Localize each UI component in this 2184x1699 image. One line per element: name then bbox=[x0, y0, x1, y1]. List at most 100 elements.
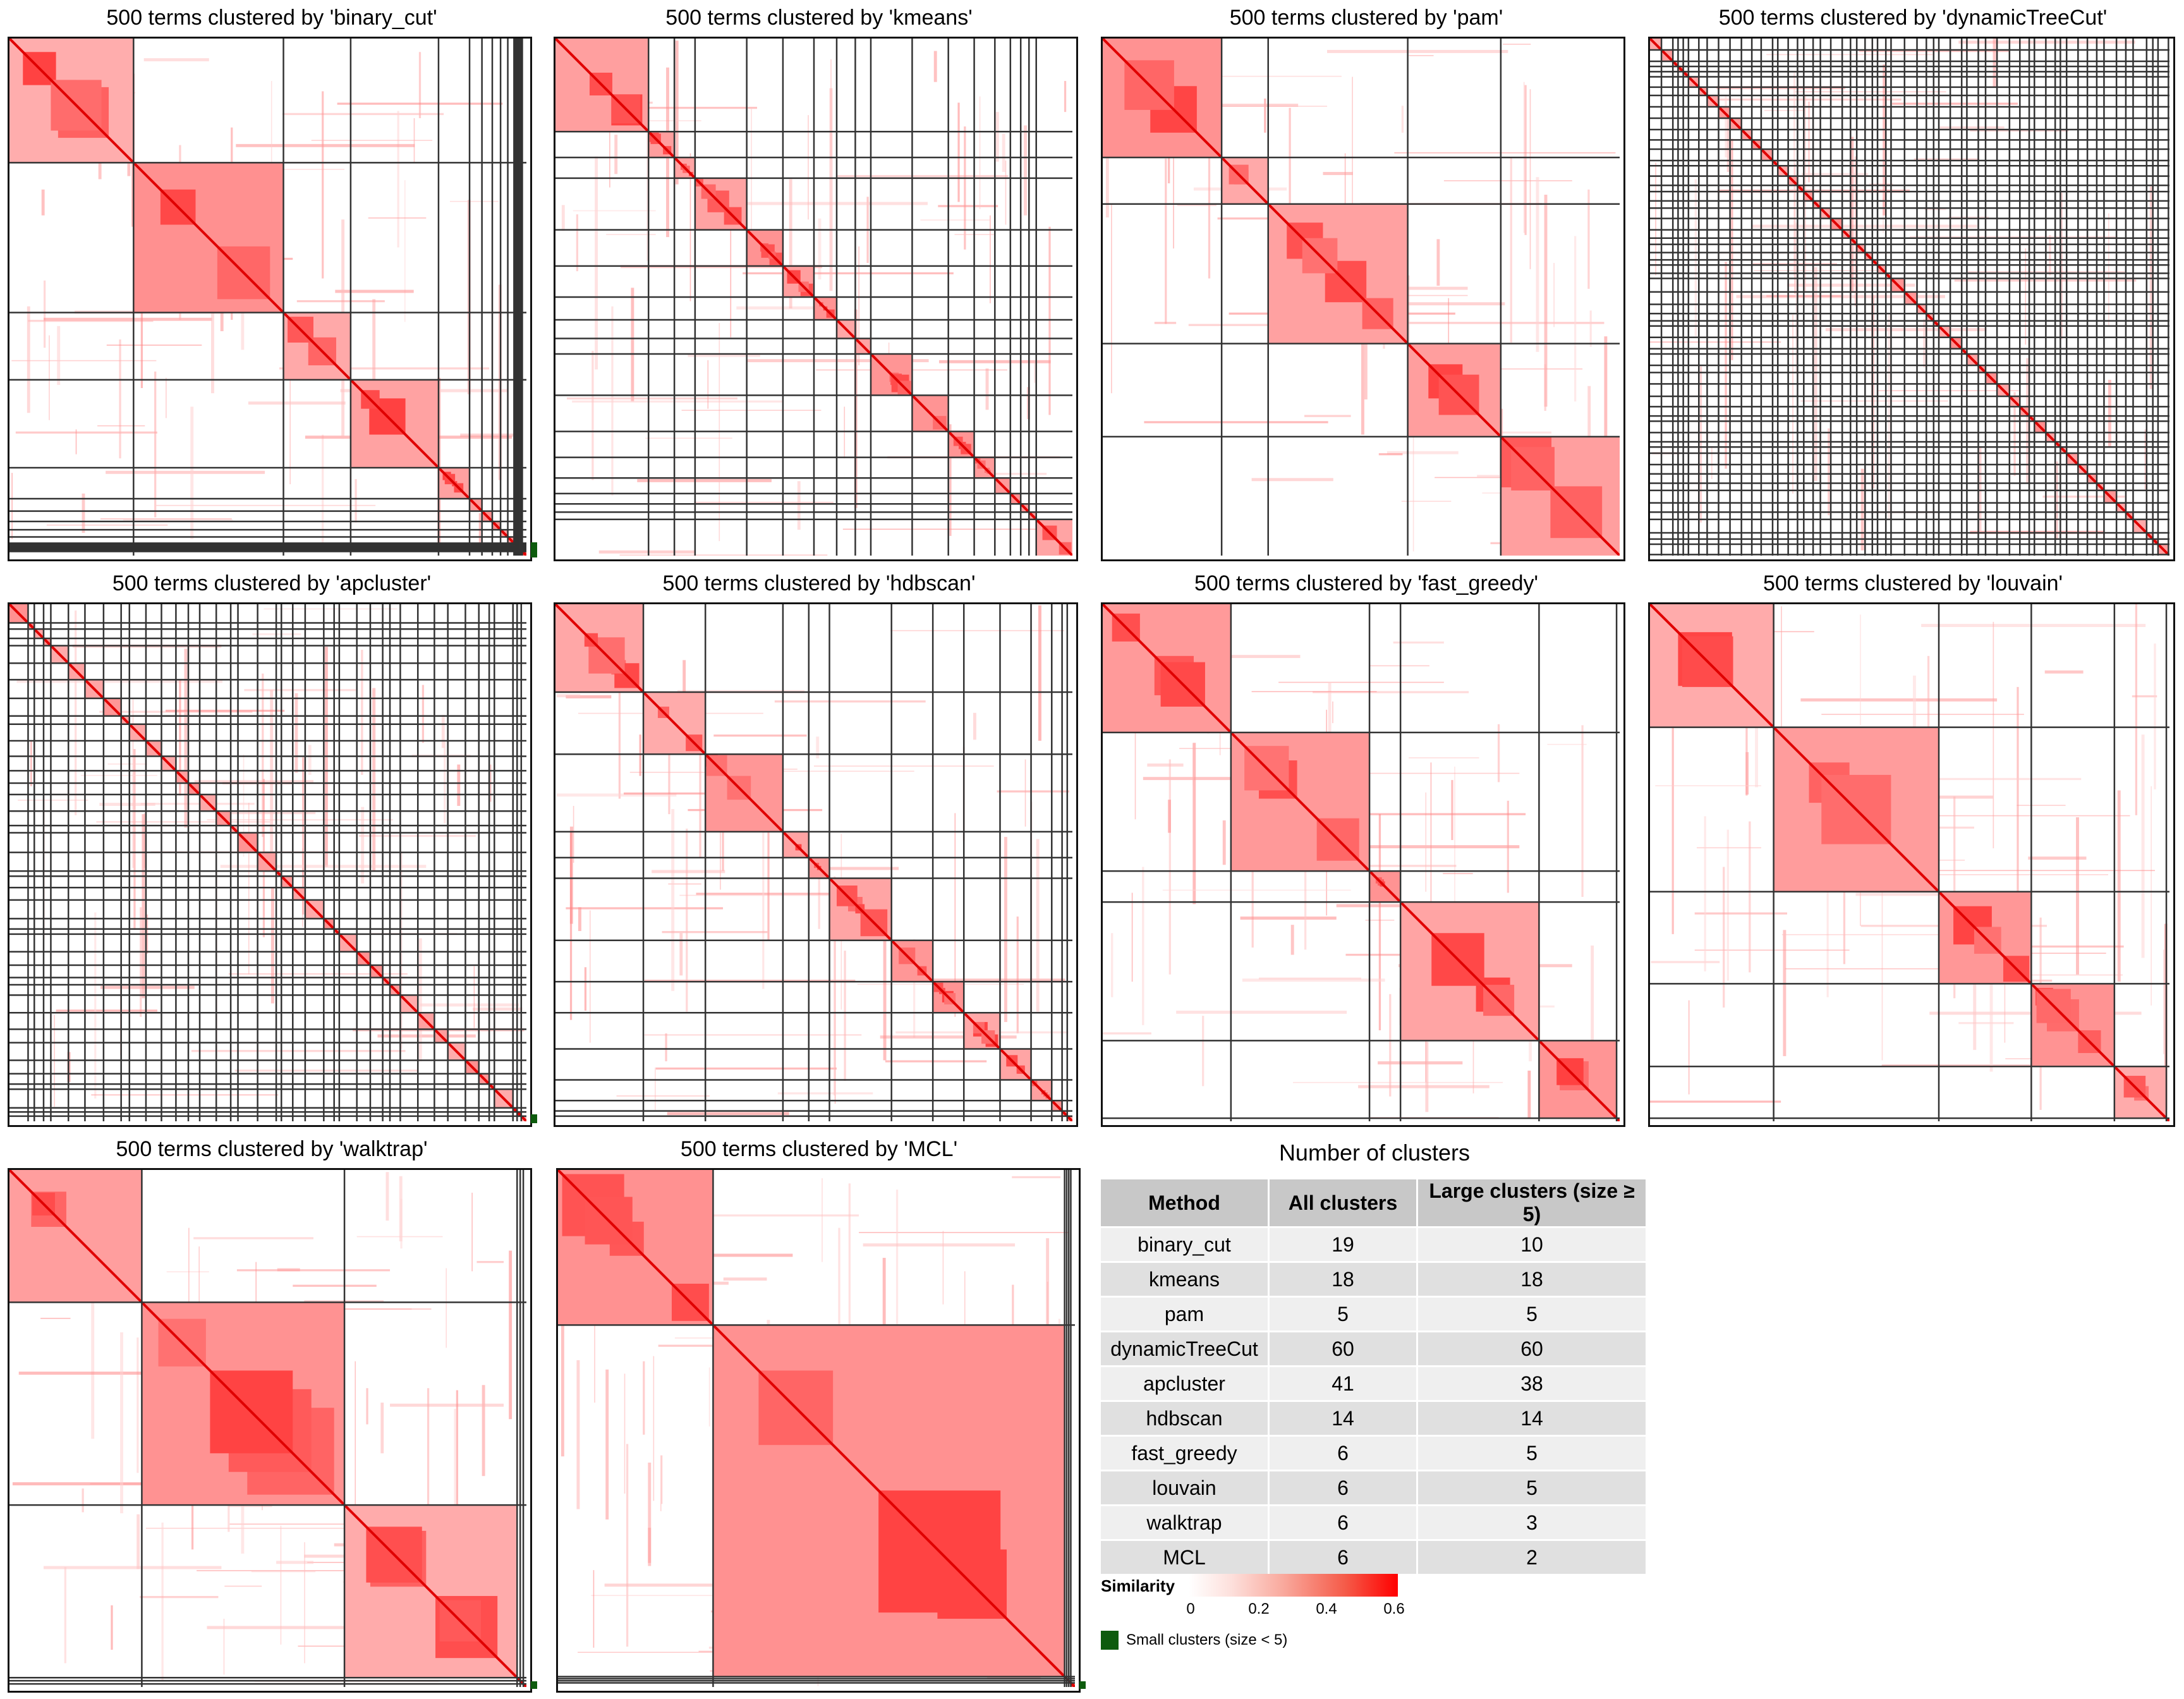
legend: Similarity 0 0.2 0.4 0.6 Small clusters … bbox=[1101, 1570, 1480, 1659]
similarity-band bbox=[576, 1360, 580, 1509]
diagonal-line bbox=[9, 604, 526, 1121]
similarity-heatmap bbox=[8, 1168, 532, 1693]
similarity-band bbox=[234, 1069, 418, 1072]
similarity-band bbox=[836, 174, 1009, 178]
similarity-band bbox=[30, 740, 32, 786]
small-clusters-marker bbox=[531, 542, 537, 557]
similarity-band bbox=[1688, 1000, 1690, 1095]
similarity-band bbox=[1378, 1061, 1463, 1065]
similarity-band bbox=[973, 712, 976, 740]
similarity-band bbox=[631, 288, 634, 402]
similarity-band bbox=[422, 685, 425, 743]
similarity-band bbox=[509, 1250, 513, 1420]
similarity-band bbox=[2141, 734, 2145, 958]
heatmap-panel-binary-cut: 500 terms clustered by 'binary_cut' bbox=[0, 0, 543, 563]
all-clusters-cell: 6 bbox=[1268, 1470, 1418, 1506]
similarity-band bbox=[322, 434, 324, 550]
similarity-band bbox=[1378, 814, 1381, 1031]
similarity-band bbox=[2061, 192, 2063, 340]
similarity-band bbox=[593, 1570, 595, 1648]
panel-title: 500 terms clustered by 'hdbscan' bbox=[662, 571, 976, 595]
similarity-band bbox=[251, 1571, 316, 1573]
similarity-band bbox=[1783, 930, 1787, 1056]
small-clusters-label: Small clusters (size < 5) bbox=[1126, 1631, 1288, 1648]
similarity-band bbox=[569, 831, 573, 1020]
similarity-band bbox=[1821, 714, 2024, 716]
panel-title: 500 terms clustered by 'louvain' bbox=[1762, 571, 2063, 595]
similarity-band bbox=[995, 112, 999, 162]
similarity-band bbox=[1454, 766, 1455, 944]
similarity-band bbox=[1982, 974, 2123, 976]
similarity-band bbox=[228, 812, 316, 815]
similarity-band bbox=[2028, 856, 2087, 860]
similarity-heatmap bbox=[554, 37, 1078, 561]
similarity-band bbox=[229, 1523, 451, 1525]
similarity-band bbox=[1304, 415, 1351, 417]
similarity-band bbox=[476, 1260, 504, 1264]
similarity-band bbox=[1332, 701, 1333, 724]
cluster-count-table: Method All clusters Large clusters (size… bbox=[1101, 1179, 1646, 1574]
method-cell: louvain bbox=[1101, 1470, 1270, 1506]
similarity-band bbox=[56, 1009, 157, 1012]
similarity-band bbox=[46, 524, 168, 526]
similarity-band bbox=[1264, 98, 1266, 133]
similarity-band bbox=[1323, 813, 1526, 815]
similarity-band bbox=[573, 806, 574, 863]
similarity-band bbox=[400, 1198, 403, 1249]
similarity-band bbox=[16, 679, 223, 683]
similarity-band bbox=[2025, 248, 2027, 345]
heatmap-panel-louvain: 500 terms clustered by 'louvain' bbox=[1642, 566, 2184, 1128]
similarity-band bbox=[184, 649, 188, 828]
similarity-heatmap bbox=[8, 602, 532, 1127]
small-clusters-marker bbox=[531, 1681, 537, 1689]
similarity-band bbox=[1412, 391, 1414, 552]
similarity-band bbox=[1179, 748, 1273, 750]
similarity-band bbox=[614, 135, 618, 174]
similarity-band bbox=[82, 1488, 84, 1513]
similarity-band bbox=[441, 715, 445, 748]
similarity-band bbox=[592, 351, 594, 480]
small-clusters-swatch bbox=[1101, 1631, 1119, 1650]
similarity-band bbox=[1694, 179, 1697, 337]
similarity-band bbox=[27, 306, 30, 413]
similarity-band bbox=[1939, 126, 2005, 129]
similarity-band bbox=[646, 47, 649, 261]
similarity-band bbox=[1394, 152, 1616, 154]
similarity-band bbox=[1287, 865, 1457, 867]
similarity-band bbox=[979, 96, 981, 209]
method-cell: binary_cut bbox=[1101, 1226, 1270, 1262]
similarity-band bbox=[1293, 1081, 1503, 1083]
similarity-band bbox=[1973, 939, 1977, 1050]
similarity-band bbox=[1134, 720, 1136, 820]
similarity-band bbox=[844, 951, 846, 1081]
similarity-band bbox=[1795, 222, 1798, 374]
heatmap-svg bbox=[9, 604, 526, 1121]
similarity-band bbox=[1002, 133, 1005, 173]
similarity-band bbox=[372, 299, 376, 388]
similarity-band bbox=[224, 1585, 262, 1587]
similarity-band bbox=[1251, 691, 1377, 693]
all-clusters-cell: 60 bbox=[1268, 1331, 1418, 1367]
similarity-band bbox=[1507, 800, 1509, 893]
similarity-band bbox=[689, 153, 691, 301]
similarity-band bbox=[472, 1008, 523, 1011]
similarity-band bbox=[558, 106, 758, 109]
method-cell: hdbscan bbox=[1101, 1400, 1270, 1436]
similarity-band bbox=[1393, 641, 1444, 644]
similarity-band bbox=[626, 1444, 629, 1647]
similarity-band bbox=[390, 1403, 504, 1407]
similarity-band bbox=[665, 1033, 667, 1062]
similarity-band bbox=[2149, 186, 2153, 389]
similarity-band bbox=[41, 189, 45, 216]
similarity-band bbox=[1168, 759, 1171, 975]
similarity-band bbox=[96, 821, 270, 823]
similarity-band bbox=[1581, 725, 1584, 897]
diagonal-line bbox=[555, 604, 1072, 1121]
similarity-band bbox=[789, 179, 792, 308]
similarity-band bbox=[1711, 446, 1713, 479]
similarity-band bbox=[1889, 795, 1993, 799]
similarity-band bbox=[279, 367, 490, 370]
similarity-band bbox=[1589, 310, 1592, 347]
similarity-band bbox=[1131, 892, 1133, 982]
similarity-band bbox=[1591, 945, 1594, 1108]
